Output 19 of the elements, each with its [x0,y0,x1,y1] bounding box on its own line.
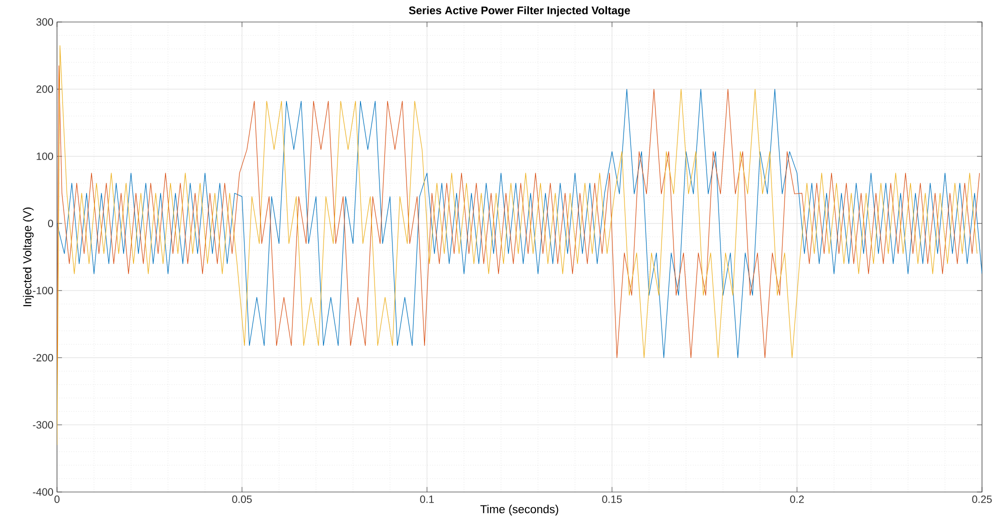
y-tick-label: -400 [32,488,54,496]
x-tick-label: 0.25 [972,496,992,503]
x-tick-label: 0.05 [232,496,252,503]
y-tick-label: 0 [48,220,54,228]
x-tick-label: 0.2 [790,496,804,503]
y-tick-label: 300 [36,18,54,26]
x-tick-label: 0.15 [602,496,622,503]
x-tick-label: 0 [54,496,60,503]
y-axis-title: Injected Voltage (V) [22,208,34,306]
x-tick-label: 0.1 [420,496,434,503]
line-series [57,45,978,446]
line-series [57,88,982,358]
y-tick-label: -100 [32,286,54,294]
x-axis-title: Time (seconds) [480,504,558,516]
chart-title: Series Active Power Filter Injected Voltage [408,6,630,16]
y-tick-label: 100 [36,152,54,160]
y-tick-label: -300 [32,421,54,429]
y-tick-label: -200 [32,354,54,362]
y-tick-label: 200 [36,85,54,93]
